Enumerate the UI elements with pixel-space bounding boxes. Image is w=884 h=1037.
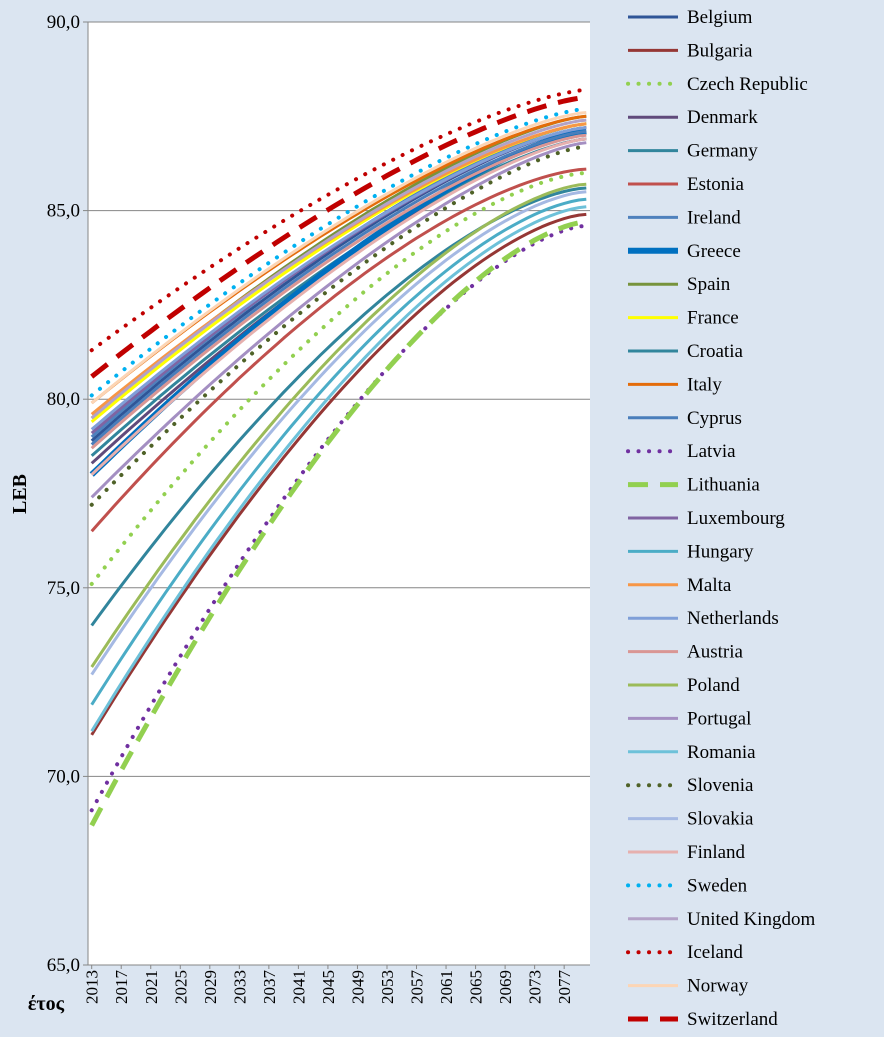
legend-label: Ireland [687, 207, 741, 228]
series-line-estonia [90, 167, 587, 533]
gridlines [83, 21, 590, 966]
plot-area [88, 22, 590, 965]
legend-label: Belgium [687, 7, 753, 28]
legend: Belgium Bulgaria Czech Republic Denmark Germ… [626, 7, 815, 1030]
x-tick-labels: 2013 2017 2021 2025 2029 2033 2037 2041 2045 2049… [83, 965, 574, 1004]
legend-label: Luxembourg [687, 508, 785, 529]
y-tick-label: 65,0 [47, 955, 80, 976]
y-tick-label: 80,0 [47, 389, 80, 410]
series-line-lithuania [89, 219, 587, 827]
legend-label: Hungary [687, 541, 754, 562]
legend-label: United Kingdom [687, 909, 815, 930]
series-line-slovenia [89, 144, 589, 507]
legend-label: Sweden [687, 875, 748, 896]
x-axis-title: έτος [28, 993, 65, 1015]
series-line-austria [90, 133, 587, 450]
y-tick-label: 85,0 [47, 201, 80, 222]
series-line-finland [90, 137, 587, 476]
y-tick-label: 90,0 [47, 12, 80, 33]
x-tick-label: 2049 [348, 970, 367, 1004]
x-tick-label: 2013 [83, 970, 102, 1004]
y-tick-labels: 65,0 70,0 75,0 80,0 85,0 90,0 [47, 12, 80, 976]
y-axis-title: LEB [9, 474, 31, 514]
x-tick-label: 2025 [171, 970, 190, 1004]
legend-label: Austria [687, 642, 744, 663]
legend-label: France [687, 308, 739, 329]
x-tick-label: 2057 [408, 970, 427, 1005]
legend-label: Greece [687, 241, 741, 262]
x-tick-label: 2041 [289, 970, 308, 1004]
legend-label: Czech Republic [687, 74, 808, 95]
legend-label: Slovenia [687, 775, 754, 796]
x-tick-label: 2021 [142, 970, 161, 1004]
series-line-bulgaria [90, 212, 587, 736]
legend-label: Italy [687, 374, 722, 395]
series-line-romania [90, 205, 587, 732]
legend-label: Spain [687, 274, 731, 295]
x-tick-label: 2065 [467, 970, 486, 1004]
x-tick-label: 2029 [201, 970, 220, 1004]
x-tick-label: 2061 [437, 970, 456, 1004]
legend-label: Denmark [687, 107, 758, 128]
legend-label: Norway [687, 976, 749, 997]
legend-label: Poland [687, 675, 740, 696]
y-tick-label: 70,0 [47, 766, 80, 787]
legend-label: Iceland [687, 942, 743, 963]
series-line-cyprus [90, 129, 587, 446]
series-line-iceland [89, 87, 589, 353]
y-tick-label: 75,0 [47, 578, 80, 599]
legend-label: Bulgaria [687, 40, 753, 61]
x-tick-label: 2037 [260, 970, 279, 1005]
legend-label: Croatia [687, 341, 743, 362]
series-line-portugal [90, 141, 587, 499]
legend-label: Germany [687, 141, 758, 162]
legend-label: Portugal [687, 708, 751, 729]
series-line-switzerland [90, 94, 587, 379]
legend-label: Slovakia [687, 809, 754, 830]
legend-label: Estonia [687, 174, 745, 195]
series-lines [89, 87, 589, 827]
legend-label: Latvia [687, 441, 736, 462]
x-tick-label: 2069 [496, 970, 515, 1004]
x-tick-label: 2077 [555, 970, 574, 1005]
series-line-czech-republic [89, 170, 589, 586]
legend-label: Switzerland [687, 1009, 778, 1030]
series-line-hungary [90, 197, 587, 706]
legend-label: Netherlands [687, 608, 779, 629]
legend-label: Cyprus [687, 408, 742, 429]
series-line-sweden [89, 106, 589, 398]
series-line-netherlands [90, 126, 587, 431]
series-line-slovakia [90, 190, 587, 676]
series-line-united-kingdom [90, 118, 587, 420]
x-tick-label: 2073 [526, 970, 545, 1004]
x-tick-label: 2053 [378, 970, 397, 1004]
x-tick-label: 2045 [319, 970, 338, 1004]
legend-label: Malta [687, 575, 732, 596]
legend-label: Lithuania [687, 475, 760, 496]
legend-label: Finland [687, 842, 746, 863]
legend-label: Romania [687, 742, 756, 763]
series-line-poland [90, 182, 587, 668]
x-tick-label: 2033 [230, 970, 249, 1004]
x-tick-label: 2017 [112, 970, 131, 1005]
series-line-norway [90, 111, 587, 405]
